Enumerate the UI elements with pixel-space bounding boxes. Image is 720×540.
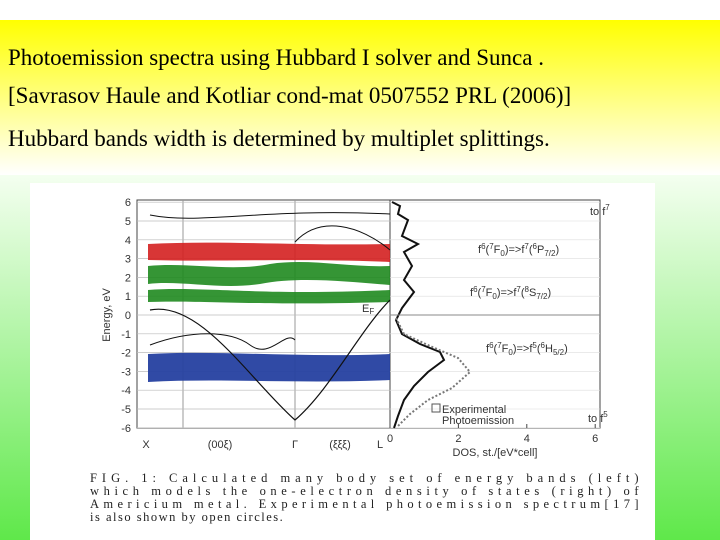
y-tick-label: -6 — [121, 423, 131, 435]
band-green — [148, 262, 390, 286]
text-part: 7/2 — [544, 249, 556, 258]
text-part: 7 — [489, 242, 494, 251]
y-tick-label: 4 — [125, 235, 131, 247]
text-part: ( — [529, 244, 533, 256]
text-part: 5/2 — [553, 348, 565, 357]
y-tick-label: -3 — [121, 366, 131, 378]
header-line: [Savrasov Haule and Kotliar cond-mat 050… — [8, 83, 571, 108]
text-part: to f — [590, 206, 606, 218]
text-part: F — [369, 307, 374, 316]
band-curve — [149, 333, 296, 350]
text-part: 6 — [541, 341, 546, 350]
text-part: P — [537, 244, 544, 256]
text-part: 6 — [533, 242, 538, 251]
x-tick-label: 0 — [387, 433, 393, 445]
text-part: 0 — [508, 348, 513, 357]
text-part: 6 — [481, 242, 486, 251]
text-part: )=>f — [513, 343, 534, 355]
text-part: f — [470, 287, 474, 299]
header-line: Hubbard bands width is determined by mul… — [8, 126, 550, 151]
text-part: ( — [494, 343, 498, 355]
dos-experiment — [395, 317, 472, 427]
top-label: to f7 — [590, 203, 610, 218]
caption-line: Americium metal. Experimental photoemiss… — [90, 497, 640, 511]
dos-axis-label: DOS, st./[eV*cell] — [453, 447, 538, 459]
y-tick-label: 2 — [125, 272, 131, 284]
y-tick-label: 5 — [125, 216, 131, 228]
header: Photoemission spectra using Hubbard I so… — [8, 45, 571, 151]
y-tick-label: 3 — [125, 254, 131, 266]
text-part: )=>f — [505, 244, 526, 256]
k-label: L — [377, 439, 383, 451]
text-part: H — [545, 343, 553, 355]
y-tick-label: -4 — [121, 385, 131, 397]
k-label: (ξξξ) — [329, 439, 351, 451]
band-green — [148, 289, 390, 304]
legend-text: Experimental — [442, 404, 506, 416]
figure: Energy, eV DOS, st./[eV*cell] X (00ξ) Γ … — [90, 197, 640, 524]
text-part: E — [362, 303, 369, 315]
k-label: X — [142, 439, 150, 451]
band-red — [148, 242, 390, 262]
y-tick-label: 1 — [125, 291, 131, 303]
x-tick-label: 2 — [455, 433, 461, 445]
text-part: ( — [537, 343, 541, 355]
text-part: ( — [478, 287, 482, 299]
k-label: Γ — [292, 439, 298, 451]
text-part: 8 — [525, 285, 530, 294]
header-line: Photoemission spectra using Hubbard I so… — [8, 45, 544, 70]
legend-swatch — [431, 403, 441, 413]
band-blue — [148, 352, 390, 382]
text-part: f — [486, 343, 490, 355]
text-part: 5 — [603, 410, 608, 419]
text-part: S — [529, 287, 536, 299]
text-part: 7 — [524, 242, 529, 251]
text-part: to f — [588, 413, 604, 425]
text-part: 7 — [481, 285, 486, 294]
text-part: ) — [564, 343, 568, 355]
header-band — [0, 20, 720, 175]
text-part: 7/2 — [536, 292, 548, 301]
text-part: 7 — [516, 285, 521, 294]
annotation: f6(7F0)=>f7(6P7/2) — [478, 242, 559, 258]
y-tick-label: -5 — [121, 404, 131, 416]
caption-line: is also shown by open circles. — [90, 510, 284, 524]
y-tick-label: -1 — [121, 329, 131, 341]
text-part: ( — [521, 287, 525, 299]
k-label: (00ξ) — [208, 439, 233, 451]
text-part: F — [494, 244, 501, 256]
text-part: 6 — [489, 341, 494, 350]
text-part: 0 — [500, 249, 505, 258]
annotation: f6(7F0)=>f7(8S7/2) — [470, 285, 551, 301]
text-part: 0 — [492, 292, 497, 301]
text-part: f — [478, 244, 482, 256]
band-curve — [149, 299, 391, 421]
band-curve — [294, 225, 391, 251]
text-part: 7 — [497, 341, 502, 350]
y-tick-label: 6 — [125, 197, 131, 209]
caption-line: FIG. 1: Calculated many body set of ener… — [90, 471, 640, 485]
x-tick-label: 6 — [592, 433, 598, 445]
fermi-label: EF — [362, 303, 374, 316]
y-axis-label: Energy, eV — [101, 288, 113, 342]
text-part: ) — [555, 244, 559, 256]
y-tick-label: 0 — [125, 310, 131, 322]
dos-curve — [391, 201, 446, 429]
text-part: F — [502, 343, 509, 355]
top-margin — [0, 0, 720, 20]
x-tick-label: 4 — [524, 433, 530, 445]
annotation: f6(7F0)=>f5(6H5/2) — [486, 341, 568, 357]
text-part: 6 — [473, 285, 478, 294]
text-part: 5 — [532, 341, 537, 350]
bottom-label: to f5 — [588, 410, 608, 425]
y-tick-label: -2 — [121, 348, 131, 360]
legend-text: Photoemission — [442, 415, 514, 427]
text-part: 7 — [605, 203, 610, 212]
text-part: )=>f — [497, 287, 518, 299]
text-part: ( — [486, 244, 490, 256]
text-part: F — [486, 287, 493, 299]
text-part: ) — [547, 287, 551, 299]
band-curve — [149, 212, 391, 219]
